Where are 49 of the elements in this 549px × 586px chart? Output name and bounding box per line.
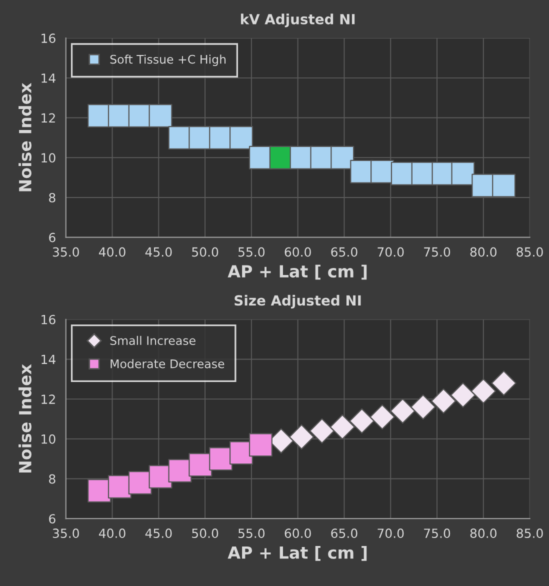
y-tick-label: 12 [42,394,55,404]
x-tick-label: 60.0 [284,528,311,538]
point [470,378,496,404]
x-tick-label: 35.0 [52,528,79,538]
x-tick-label: 40.0 [98,528,126,538]
x-tick-label: 85.0 [516,528,543,538]
y-tick-label: 10 [42,434,56,444]
x-tick-label: 55.0 [238,247,265,257]
x-tick-label: 45.0 [145,247,172,257]
y-tick-label: 8 [49,192,56,202]
chart-title: Size Adjusted NI [234,294,361,308]
x-tick-label: 60.0 [284,247,311,257]
legend-label: Small Increase [110,336,196,346]
legend-label: Soft Tissue +C High [110,54,226,66]
x-tick-label: 85.0 [516,247,543,257]
y-tick-label: 12 [42,113,55,123]
x-tick-label: 75.0 [424,528,450,538]
chart-title: kV Adjusted NI [240,14,355,28]
y-axis-title: Noise Index [18,82,32,192]
y-tick-label: 10 [42,153,56,163]
point [148,104,172,128]
x-axis-title: AP + Lat [ cm ] [228,264,367,280]
x-tick-label: 50.0 [192,528,218,538]
point [248,433,272,457]
y-tick-label: 6 [49,514,56,524]
y-tick-label: 16 [42,314,56,324]
y-tick-label: 16 [42,34,56,44]
x-tick-label: 55.0 [238,528,265,538]
point [492,174,516,198]
x-tick-label: 45.0 [145,528,172,538]
legend-label: Moderate Decrease [110,359,224,368]
x-axis-title: AP + Lat [ cm ] [228,546,367,561]
point [309,418,335,444]
y-tick-label: 14 [42,74,56,83]
y-tick-label: 14 [42,354,56,364]
x-tick-label: 70.0 [378,528,404,538]
x-tick-label: 35.0 [52,247,79,257]
y-axis-title: Noise Index [18,364,32,473]
point [229,126,253,150]
x-tick-label: 65.0 [331,528,358,538]
x-tick-label: 65.0 [331,247,358,257]
x-tick-label: 40.0 [98,247,126,257]
y-tick-label: 6 [49,232,56,242]
x-tick-label: 50.0 [192,247,218,257]
x-tick-label: 80.0 [470,247,496,257]
y-tick-label: 8 [49,474,56,484]
x-tick-label: 70.0 [378,247,404,257]
x-tick-label: 80.0 [470,528,496,538]
x-tick-label: 75.0 [424,247,450,257]
